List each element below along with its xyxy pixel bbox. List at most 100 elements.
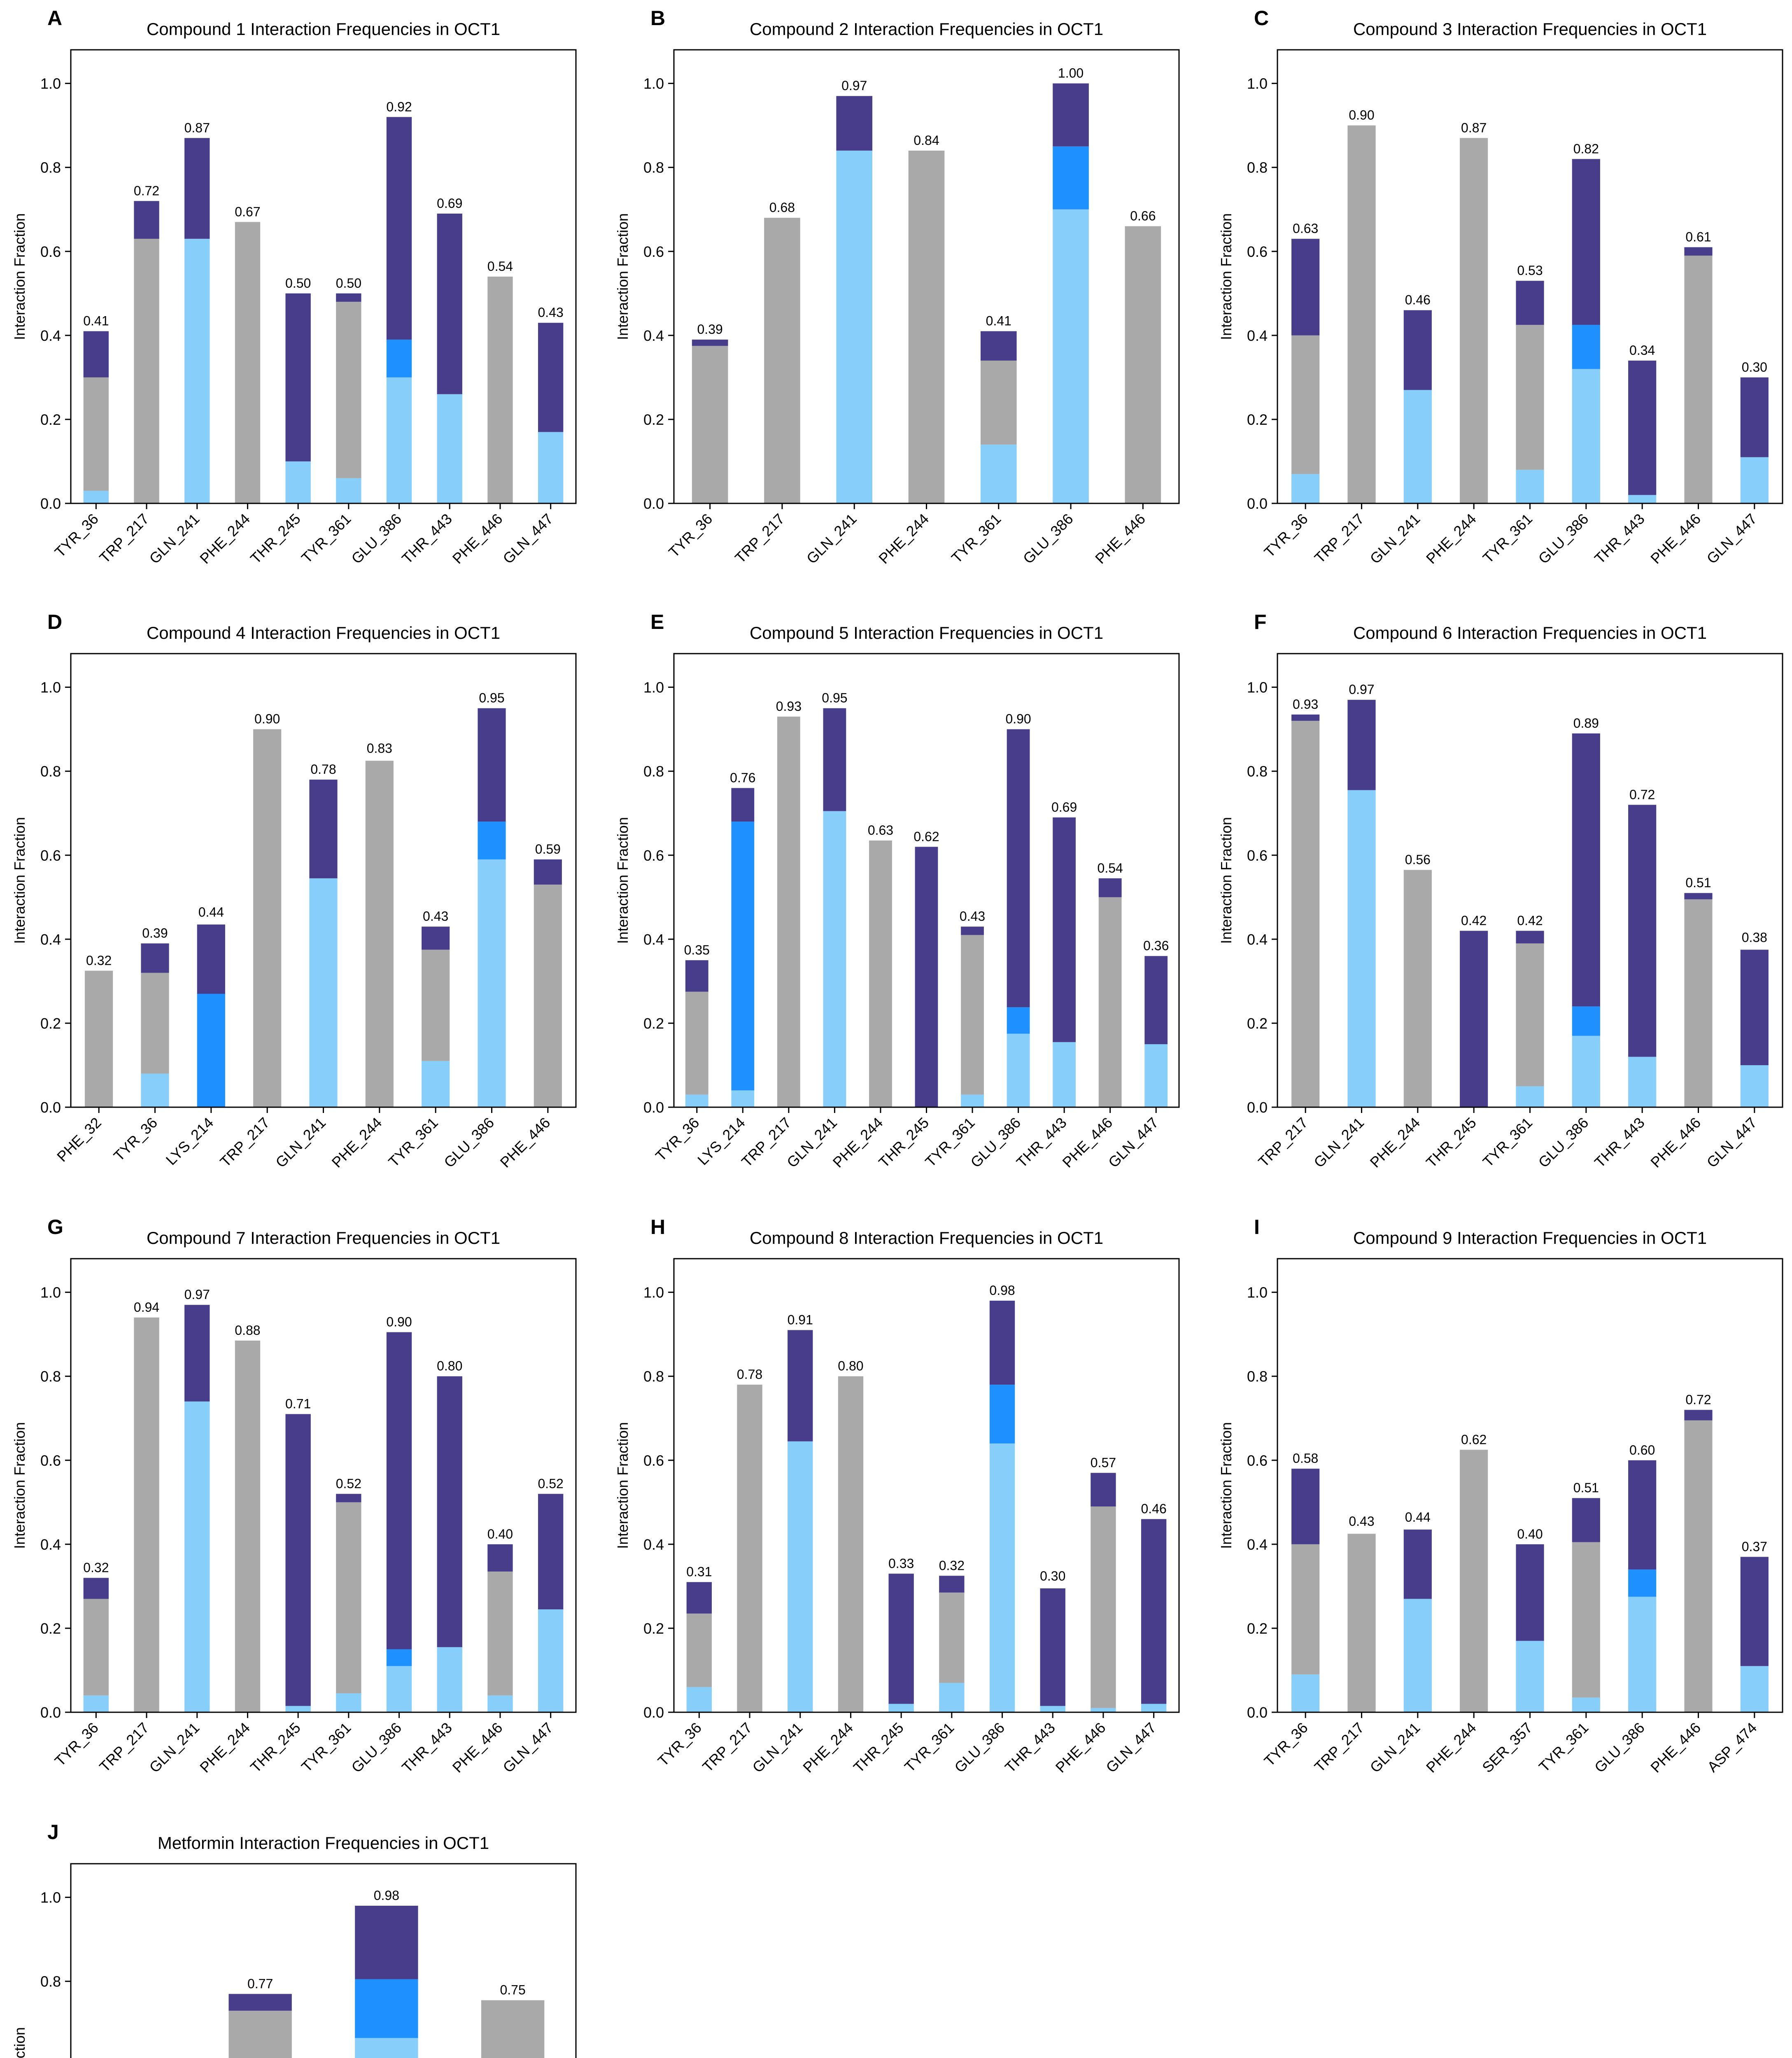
bar-segment-hydrophobic [534,885,562,1107]
panel-b: B Compound 2 Interaction Frequencies in O… [614,7,1180,567]
bar-segment-hydrophobic [235,1340,261,1712]
bar-segment-hydrophobic [141,973,169,1074]
bar-segment-h-bonds [386,1666,412,1712]
data-label: 0.31 [686,1564,712,1579]
bar-segment-water-bridges [184,138,210,239]
data-label: 0.68 [769,200,795,215]
bar-segment-water-bridges [1684,893,1713,899]
y-tick-label: 0.4 [643,1536,664,1553]
data-label: 0.90 [254,712,280,726]
bar-segment-h-bonds [141,1073,169,1107]
bar-segment-water-bridges [1347,700,1376,790]
bar-segment-water-bridges [285,293,311,461]
bar-segment-water-bridges [285,1414,311,1706]
y-tick-label: 0.0 [40,1704,61,1721]
x-tick-label: PHE_446 [449,1719,506,1776]
x-tick-label: PHE_446 [1092,510,1149,567]
bar-segment-hydrophobic [1684,1420,1713,1712]
bar-segment-water-bridges [83,331,109,377]
y-tick-label: 0.0 [40,1099,61,1116]
bar-segment-hydrophobic [939,1592,965,1683]
data-label: 0.95 [822,691,847,705]
x-tick-label: TRP_217 [1311,1719,1368,1776]
bar-segment-h-bonds [888,1704,914,1712]
panel-d: D Compound 4 Interaction Frequencies in O… [11,610,577,1171]
bar-segment-water-bridges [1572,159,1600,325]
bar-segment-water-bridges [1144,956,1168,1044]
bar-segment-hydrophobic [1516,325,1544,470]
bar-segment-hydrophobic [869,840,892,1107]
y-axis-label: Interaction Fraction [11,1422,28,1549]
data-label: 0.41 [83,314,109,328]
x-tick-label: TYR_361 [1480,510,1536,567]
bar-segment-h-bonds [1091,1708,1116,1712]
x-tick-label: PHE_244 [196,510,253,567]
bar-segment-h-bonds [478,859,506,1107]
chart-title: Compound 3 Interaction Frequencies in OC… [1353,19,1707,39]
x-tick-label: PHE_244 [1423,510,1480,567]
data-label: 0.66 [1130,209,1156,223]
panel-i: I Compound 9 Interaction Frequencies in O… [1218,1215,1783,1776]
chart-title: Compound 4 Interaction Frequencies in OC… [147,623,500,643]
bar-segment-h-bonds [1007,1034,1030,1107]
x-tick-label: THR_443 [1002,1719,1058,1776]
data-label: 0.88 [235,1323,260,1338]
data-label: 0.76 [730,771,755,785]
data-label: 0.62 [913,829,939,844]
chart-title: Compound 9 Interaction Frequencies in OC… [1353,1228,1707,1248]
data-label: 0.40 [487,1527,513,1541]
data-label: 0.93 [776,699,802,714]
data-label: 0.32 [939,1558,965,1573]
data-label: 0.72 [134,183,159,198]
data-label: 0.40 [1517,1527,1543,1541]
y-tick-label: 1.0 [40,1284,61,1301]
data-label: 0.83 [367,741,392,756]
bar-segment-water-bridges [487,1544,513,1572]
x-tick-label: GLU_386 [951,1719,1008,1776]
bar-segment-hydrophobic [1460,1450,1488,1712]
y-tick-label: 0.2 [643,1015,664,1032]
bar-segment-hydrophobic [134,1317,159,1712]
y-axis-label: Interaction Fraction [1218,1422,1235,1549]
axes-frame [70,653,577,1108]
data-label: 0.90 [1349,108,1374,123]
data-label: 0.84 [913,133,939,148]
bar-segment-hydrophobic [487,277,513,503]
panel-e: E Compound 5 Interaction Frequencies in O… [614,610,1180,1171]
bar-segment-water-bridges [1740,950,1769,1065]
data-label: 0.92 [386,99,412,114]
bar-segment-water-bridges [1291,714,1320,721]
x-tick-label: PHE_32 [54,1114,105,1165]
bar-segment-h-bonds [184,239,210,503]
x-tick-label: GLN_447 [499,1719,556,1776]
y-tick-label: 1.0 [40,1889,61,1906]
bar-segment-water-bridges [1460,931,1488,1107]
data-label: 0.72 [1629,787,1655,802]
bar-segment-h-bonds [685,1094,708,1107]
x-tick-label: PHE_446 [1052,1719,1109,1776]
data-label: 0.56 [1405,852,1431,867]
bar-segment-water-bridges [1740,377,1769,457]
y-tick-label: 0.0 [1247,1704,1268,1721]
data-label: 0.94 [134,1300,159,1315]
y-tick-label: 0.6 [40,1452,61,1469]
data-label: 0.97 [184,1287,210,1302]
bar-segment-water-bridges [355,1906,418,1979]
bar-segment-h-bonds [823,811,846,1107]
bar-segment-hydrophobic [228,2011,292,2058]
y-tick-label: 0.2 [40,1015,61,1032]
bar-segment-hydrophobic [487,1571,513,1696]
x-tick-label: PHE_244 [329,1114,385,1171]
data-label: 0.50 [285,276,311,291]
bar-segment-hydrophobic [686,1613,712,1687]
data-label: 0.39 [142,926,168,941]
data-label: 0.37 [1742,1539,1767,1554]
x-tick-label: THR_245 [850,1719,907,1776]
y-tick-label: 0.6 [40,847,61,864]
bar-segment-h-bonds [1403,1599,1432,1712]
y-tick-label: 0.0 [643,1099,664,1116]
bar-segment-hydrophobic [1291,721,1320,1107]
data-label: 0.78 [310,762,336,777]
axes-frame [673,49,1180,504]
x-tick-label: GLN_447 [1105,1114,1162,1171]
